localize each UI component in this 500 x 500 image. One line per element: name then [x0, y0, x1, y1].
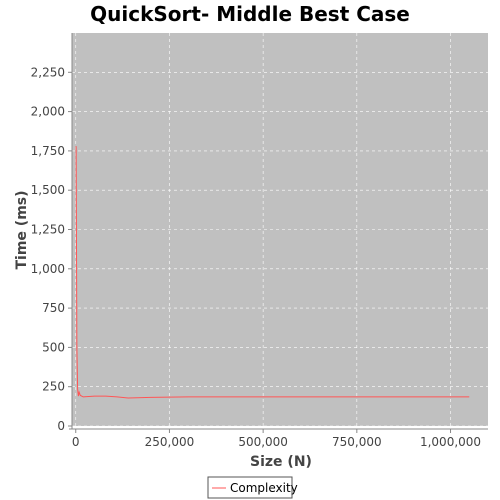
y-tick-label: 0: [57, 419, 65, 433]
y-axis-label: Time (ms): [14, 190, 30, 269]
chart-title: QuickSort- Middle Best Case: [90, 2, 410, 26]
x-tick-label: 500,000: [238, 435, 288, 449]
x-tick-label: 0: [72, 435, 80, 449]
plot-area: [72, 33, 488, 426]
y-tick-label: 1,750: [31, 144, 65, 158]
legend-entry-complexity: Complexity: [230, 481, 298, 495]
x-tick-label: 750,000: [332, 435, 382, 449]
x-tick-label: 1,000,000: [420, 435, 481, 449]
y-tick-label: 1,500: [31, 183, 65, 197]
y-tick-label: 500: [42, 340, 65, 354]
y-tick-label: 1,250: [31, 223, 65, 237]
ticks: 0 250 500 750 1,000 1,250 1,500 1,750 2,000 2,250…: [31, 65, 481, 449]
y-tick-label: 250: [42, 380, 65, 394]
y-tick-label: 1,000: [31, 262, 65, 276]
y-tick-label: 750: [42, 301, 65, 315]
series-line-complexity: [75, 146, 470, 399]
x-tick-label: 250,000: [145, 435, 195, 449]
y-tick-label: 2,000: [31, 105, 65, 119]
legend-box: [207, 476, 293, 499]
legend: Complexity: [207, 476, 298, 499]
x-axis-label: Size (N): [250, 454, 312, 470]
y-tick-label: 2,250: [31, 65, 65, 79]
